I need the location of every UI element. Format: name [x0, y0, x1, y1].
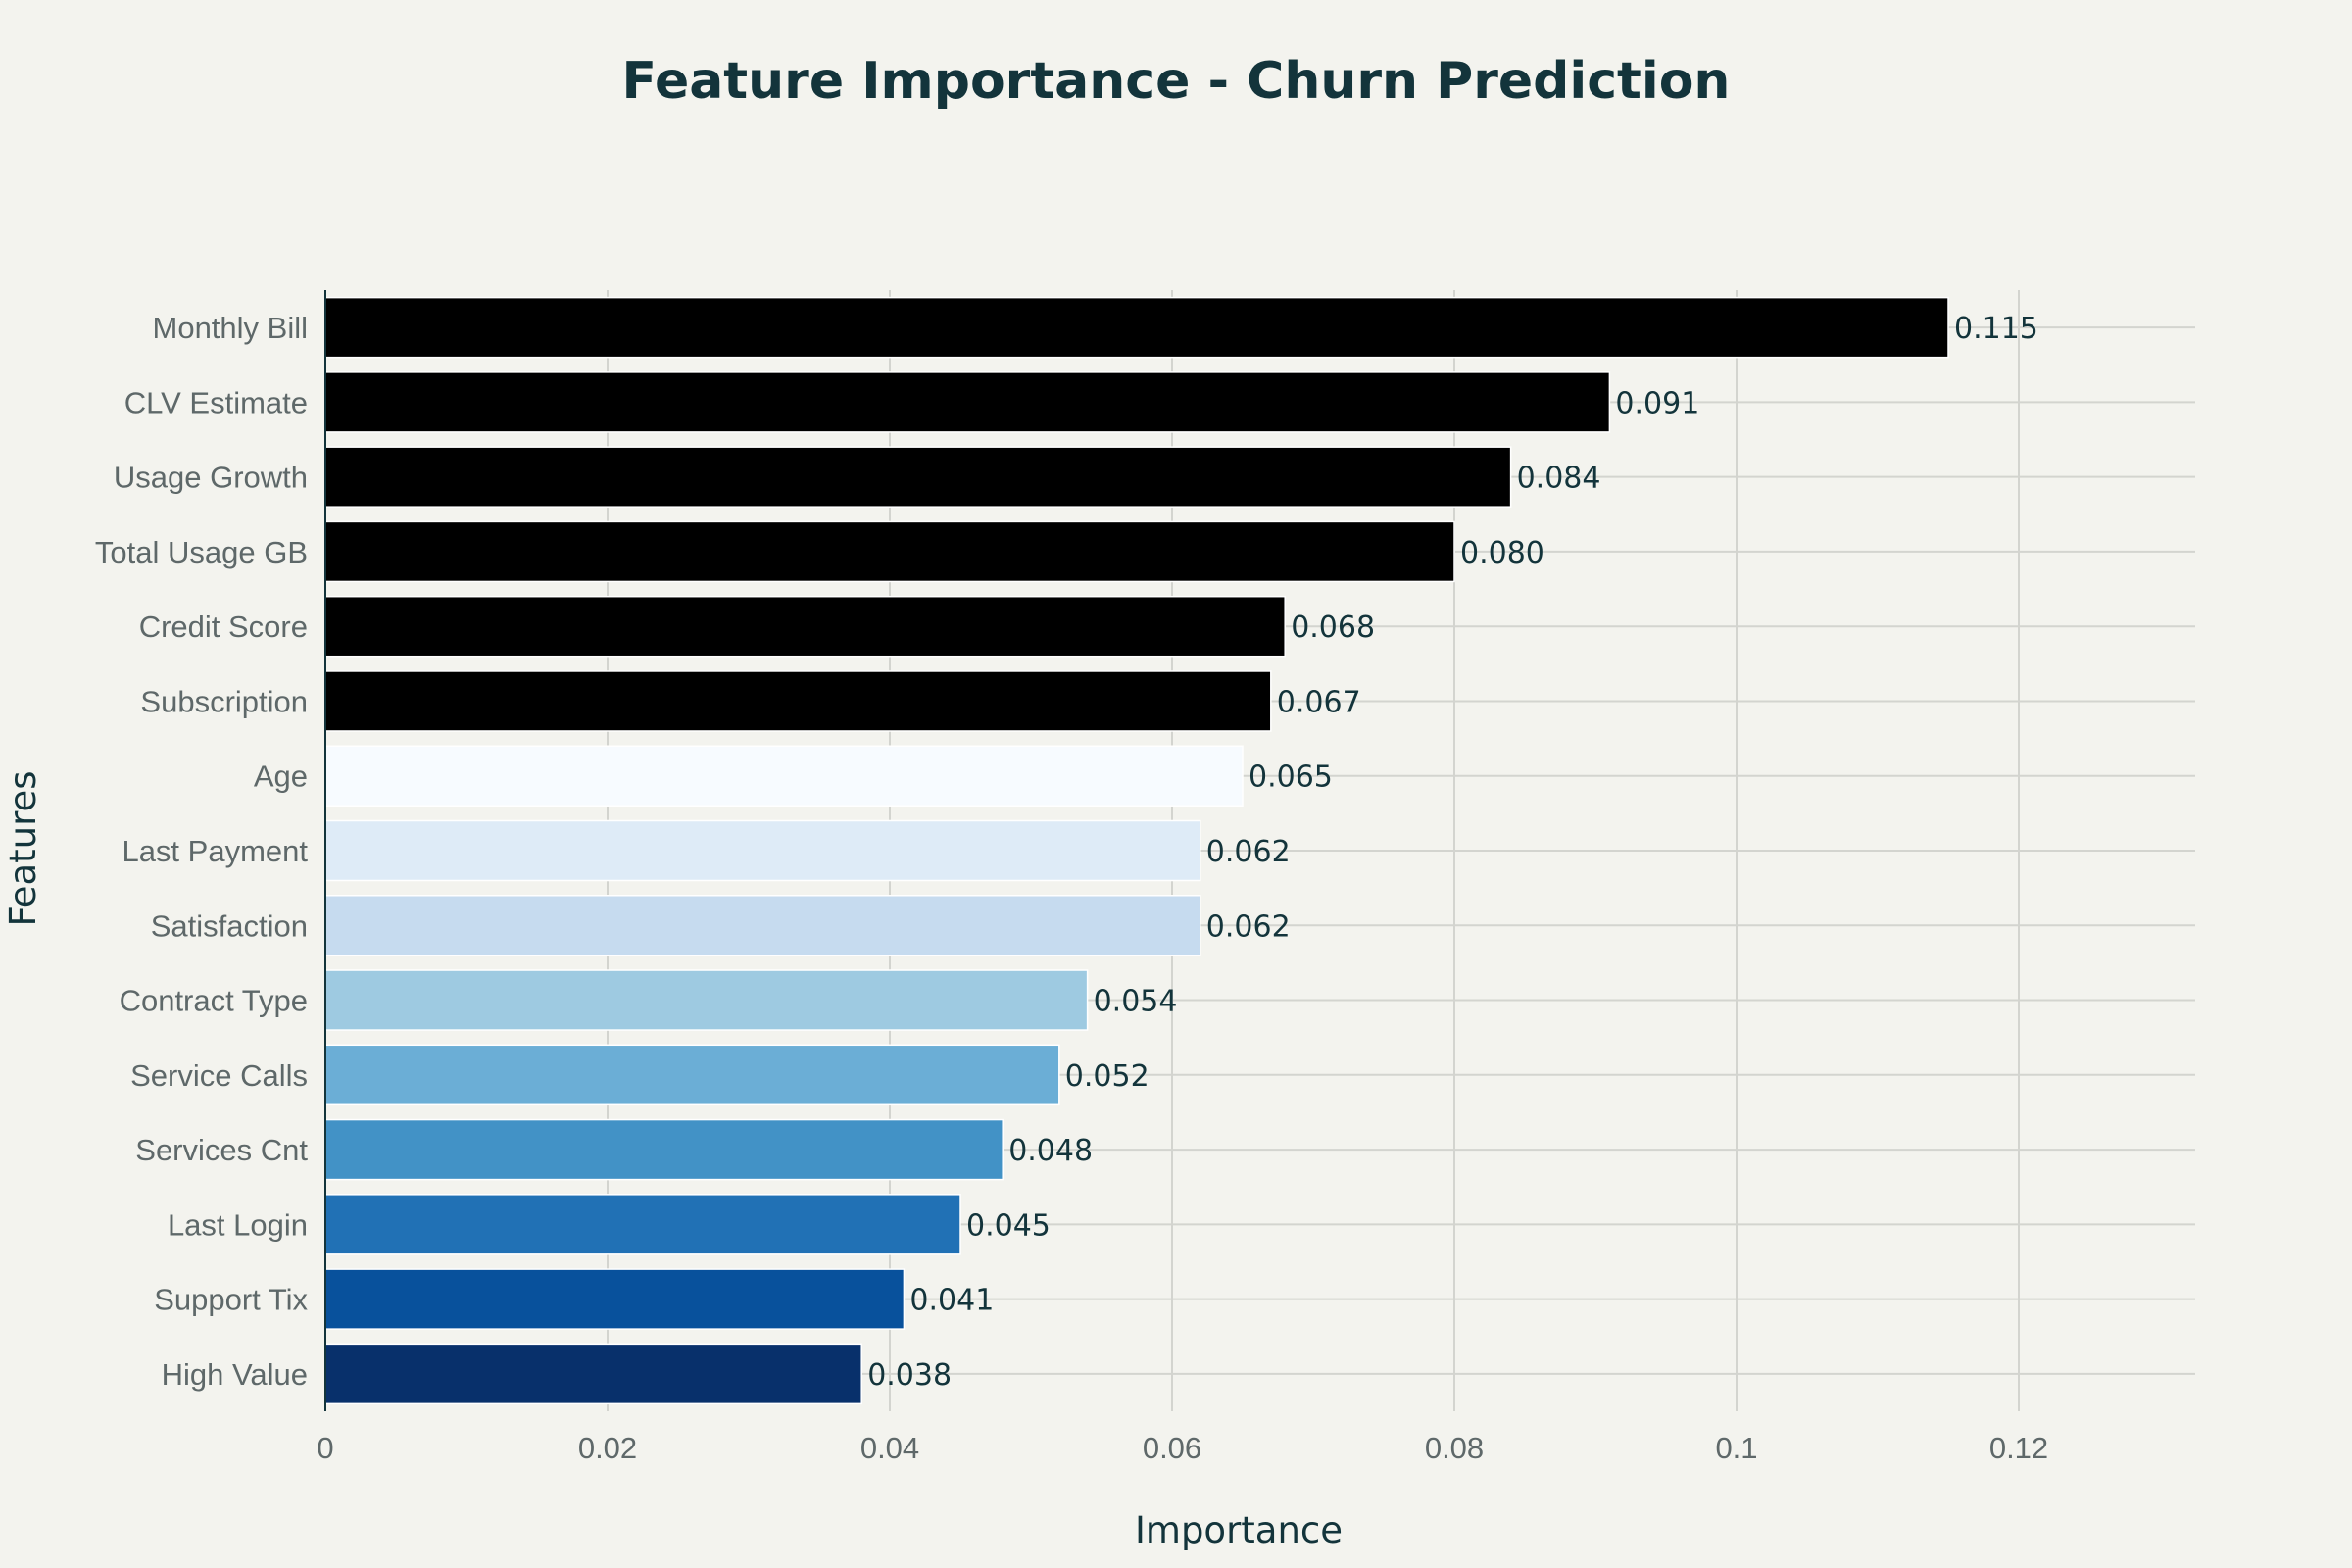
x-tick-label: 0.02	[578, 1431, 637, 1465]
data-label: 0.068	[1291, 611, 1375, 645]
data-label: 0.080	[1460, 536, 1544, 570]
data-label: 0.062	[1206, 835, 1291, 869]
bar	[324, 595, 1286, 658]
y-axis-title: Features	[2, 770, 44, 926]
x-tick-label: 0.06	[1143, 1431, 1201, 1465]
y-tick-label: Age	[254, 760, 308, 794]
bar	[324, 1343, 862, 1405]
data-label: 0.054	[1094, 985, 1178, 1019]
x-tick-label: 0	[317, 1431, 333, 1465]
y-tick-label: Subscription	[140, 684, 308, 718]
y-tick-label: Credit Score	[139, 610, 308, 644]
bar	[324, 670, 1272, 732]
y-tick-label: Last Payment	[122, 834, 308, 868]
y-tick-label: High Value	[162, 1357, 308, 1392]
y-tick-label: Satisfaction	[151, 908, 308, 943]
bar	[324, 895, 1201, 956]
data-label: 0.045	[966, 1208, 1051, 1243]
data-label: 0.091	[1615, 386, 1699, 420]
data-label: 0.052	[1065, 1059, 1150, 1094]
y-tick-label: Support Tix	[154, 1283, 308, 1317]
bar	[324, 1044, 1060, 1106]
bar	[324, 296, 1949, 359]
data-label: 0.115	[1954, 312, 2038, 346]
data-label: 0.041	[909, 1284, 994, 1318]
category-labels: Monthly Bill CLV Estimate Usage Growth Tota…	[95, 311, 309, 1392]
y-tick-label: Usage Growth	[114, 461, 308, 495]
bar	[324, 969, 1089, 1031]
x-axis-title: Importance	[1135, 1509, 1343, 1551]
chart-title: Feature Importance - Churn Prediction	[622, 52, 1731, 111]
data-label: 0.062	[1206, 909, 1291, 944]
bar	[324, 371, 1611, 433]
bars	[324, 296, 1949, 1405]
bar	[324, 1118, 1004, 1181]
bar	[324, 446, 1512, 508]
x-tick-label: 0.04	[860, 1431, 919, 1465]
y-tick-label: CLV Estimate	[124, 385, 308, 419]
x-tick-labels: 0 0.02 0.04 0.06 0.08 0.1 0.12	[317, 1431, 2048, 1465]
data-labels: 0.115 0.091 0.084 0.080 0.068 0.067 0.065 0.062…	[867, 312, 2038, 1393]
data-label: 0.065	[1249, 760, 1333, 795]
data-label: 0.048	[1008, 1134, 1093, 1168]
data-label: 0.067	[1277, 685, 1361, 719]
x-tick-label: 0.12	[1989, 1431, 2048, 1465]
data-label: 0.038	[867, 1358, 952, 1393]
bar	[324, 520, 1455, 583]
y-tick-label: Services Cnt	[135, 1133, 308, 1167]
y-tick-label: Monthly Bill	[153, 311, 309, 345]
bar	[324, 1194, 961, 1255]
bar	[324, 745, 1244, 807]
bar	[324, 819, 1201, 882]
x-tick-label: 0.1	[1715, 1431, 1757, 1465]
x-tick-label: 0.08	[1425, 1431, 1484, 1465]
y-tick-label: Last Login	[168, 1207, 308, 1242]
y-tick-label: Contract Type	[120, 984, 308, 1018]
y-tick-label: Service Calls	[130, 1058, 308, 1093]
y-tick-label: Total Usage GB	[95, 535, 308, 569]
data-label: 0.084	[1517, 462, 1601, 496]
bar	[324, 1268, 906, 1330]
